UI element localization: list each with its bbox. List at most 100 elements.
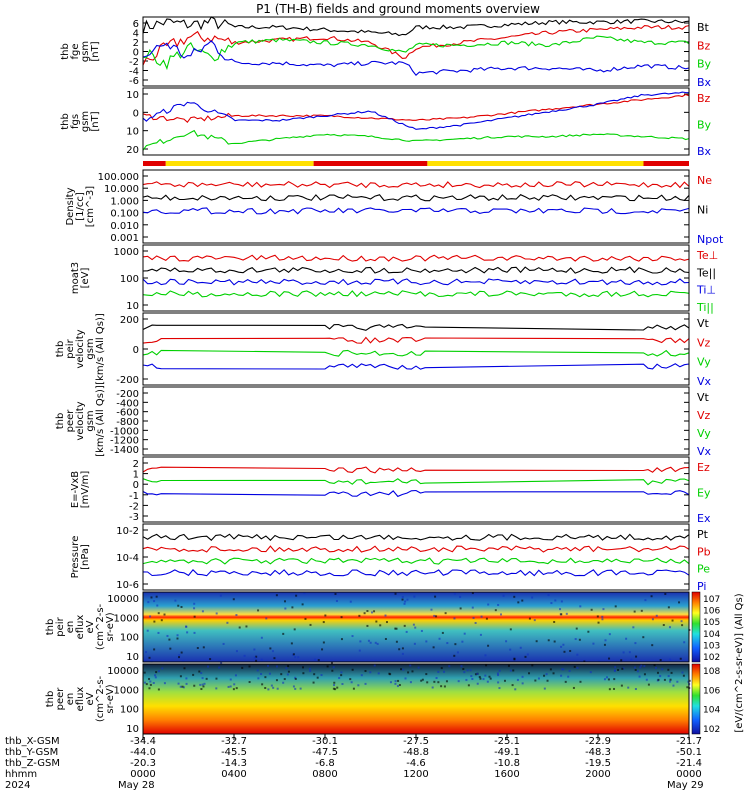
spectrogram-pixel [272,686,275,689]
spectrogram-pixel [628,651,631,654]
spectrogram-pixel [613,678,616,681]
row-label: hhmm [5,769,37,780]
y-tick-label: 2 [133,38,139,49]
spectrogram-pixel [635,655,638,658]
x-gsm-value: -21.7 [676,736,702,747]
spectrogram-pixel [479,633,482,636]
spectrogram-pixel [549,668,552,671]
spectrogram-pixel [146,629,149,632]
spectrogram-pixel [421,678,424,681]
spectrogram-pixel [185,625,188,628]
spectrogram-pixel [608,688,611,691]
spectrogram-pixel [534,679,537,682]
series-ey [142,478,690,486]
spectrogram-pixel [562,668,565,671]
spectrogram-pixel [511,684,514,687]
y-tick-label: 0 [133,48,139,59]
spectrogram-pixel [443,685,446,688]
spectrogram-pixel [285,667,288,670]
spectrogram-pixel [248,665,251,668]
legend-npot: Npot [697,233,724,246]
legend-pb: Pb [697,545,711,558]
y-tick-label: -1200 [110,436,139,447]
series-ne [142,180,690,189]
y-tick-label: 10000 [107,666,139,677]
spectrogram-pixel [643,673,646,676]
spectrogram-pixel [583,660,586,663]
spectrogram-pixel [553,640,556,643]
spectrogram-pixel [597,621,600,624]
spectrogram-pixel [565,612,568,615]
spectrogram-pixel [338,677,341,680]
spectrogram-pixel [638,675,641,678]
spectrogram-pixel [321,648,324,651]
legend-vz: Vz [697,336,711,349]
spectrogram-pixel [379,624,382,627]
legend-ni: Ni [697,204,708,217]
spectrogram-pixel [309,623,312,626]
spectrogram-pixel [234,674,237,677]
y-tick-label: 10 [126,724,139,735]
spectrogram-pixel [502,594,505,597]
spectrogram-pixel [598,660,601,663]
y-tick-label: 1.000 [110,196,139,207]
spectrogram-pixel [659,675,662,678]
spectrogram-pixel [369,641,372,644]
panel-9: thbpeirenefluxeV(cm^2-s-sr-eV)1000010001… [45,591,745,733]
series-by [142,35,690,71]
spectrogram-pixel [659,659,662,662]
x-tick-label: 0000 [676,769,701,780]
series-ni [142,194,690,202]
spectrogram-pixel [676,680,679,683]
spectrogram-pixel [350,681,353,684]
legend-vy: Vy [697,427,711,440]
panel-5: thbpeirvelocitygsm[km/s (All Qs)] 200 0 -20… [55,312,712,388]
spectrogram-pixel [312,681,315,684]
spectrogram-pixel [152,682,155,685]
spectrogram-pixel [509,628,512,631]
spectrogram-pixel [647,683,650,686]
panel-7: E=-VxB[mV/m] 210-1-2-3 Ez Ey Ex [70,456,711,525]
y-gsm-value: -48.8 [403,747,429,758]
spectrogram-pixel [341,682,344,685]
legend-te||: Te|| [696,266,716,279]
spectrogram-pixel [579,680,582,683]
y-tick-label: -4 [129,67,139,78]
spectrogram-pixel [497,674,500,677]
spectrogram-pixel [472,616,475,619]
spectrogram-pixel [678,601,681,604]
spectrogram-pixel [226,621,229,624]
spectrogram-pixel [401,598,404,601]
spectrogram-pixel [561,668,564,671]
series-vx [142,363,690,370]
spectrogram-pixel [440,667,443,670]
spectrogram-pixel [462,668,465,671]
colorbar-tick-label: 106 [703,607,720,617]
colorbar-tick-label: 102 [703,725,720,735]
y-tick-label: 4 [133,29,139,40]
spectrogram-pixel [373,610,376,613]
panel-2: thbfgsgsm[nT] 10 0 10 20 Bz By Bx [60,87,712,158]
spectrogram-pixel [235,687,238,690]
y-tick-label: 1000 [114,613,139,624]
spectrogram-pixel [185,677,188,680]
spectrogram-pixel [562,643,565,646]
spectrogram-pixel [398,648,401,651]
spectrogram-pixel [294,687,297,690]
spectrogram-pixel [420,629,423,632]
x-tick-label: 0400 [221,769,246,780]
legend-by: By [697,119,712,132]
y-tick-label: 0 [133,345,139,356]
spectrogram-pixel [497,681,500,684]
spectrogram-pixel [160,619,163,622]
spectrogram-pixel [460,665,463,668]
spectrogram-pixel [284,607,287,610]
spectrogram-pixel [364,682,367,685]
spectrogram-pixel [425,640,428,643]
spectrogram-pixel [304,617,307,620]
spectrogram-pixel [453,654,456,657]
spectrogram-pixel [163,613,166,616]
y-tick-label: 10000 [107,594,139,605]
spectrogram-pixel [154,674,157,677]
x-gsm-value: -30.1 [312,736,338,747]
